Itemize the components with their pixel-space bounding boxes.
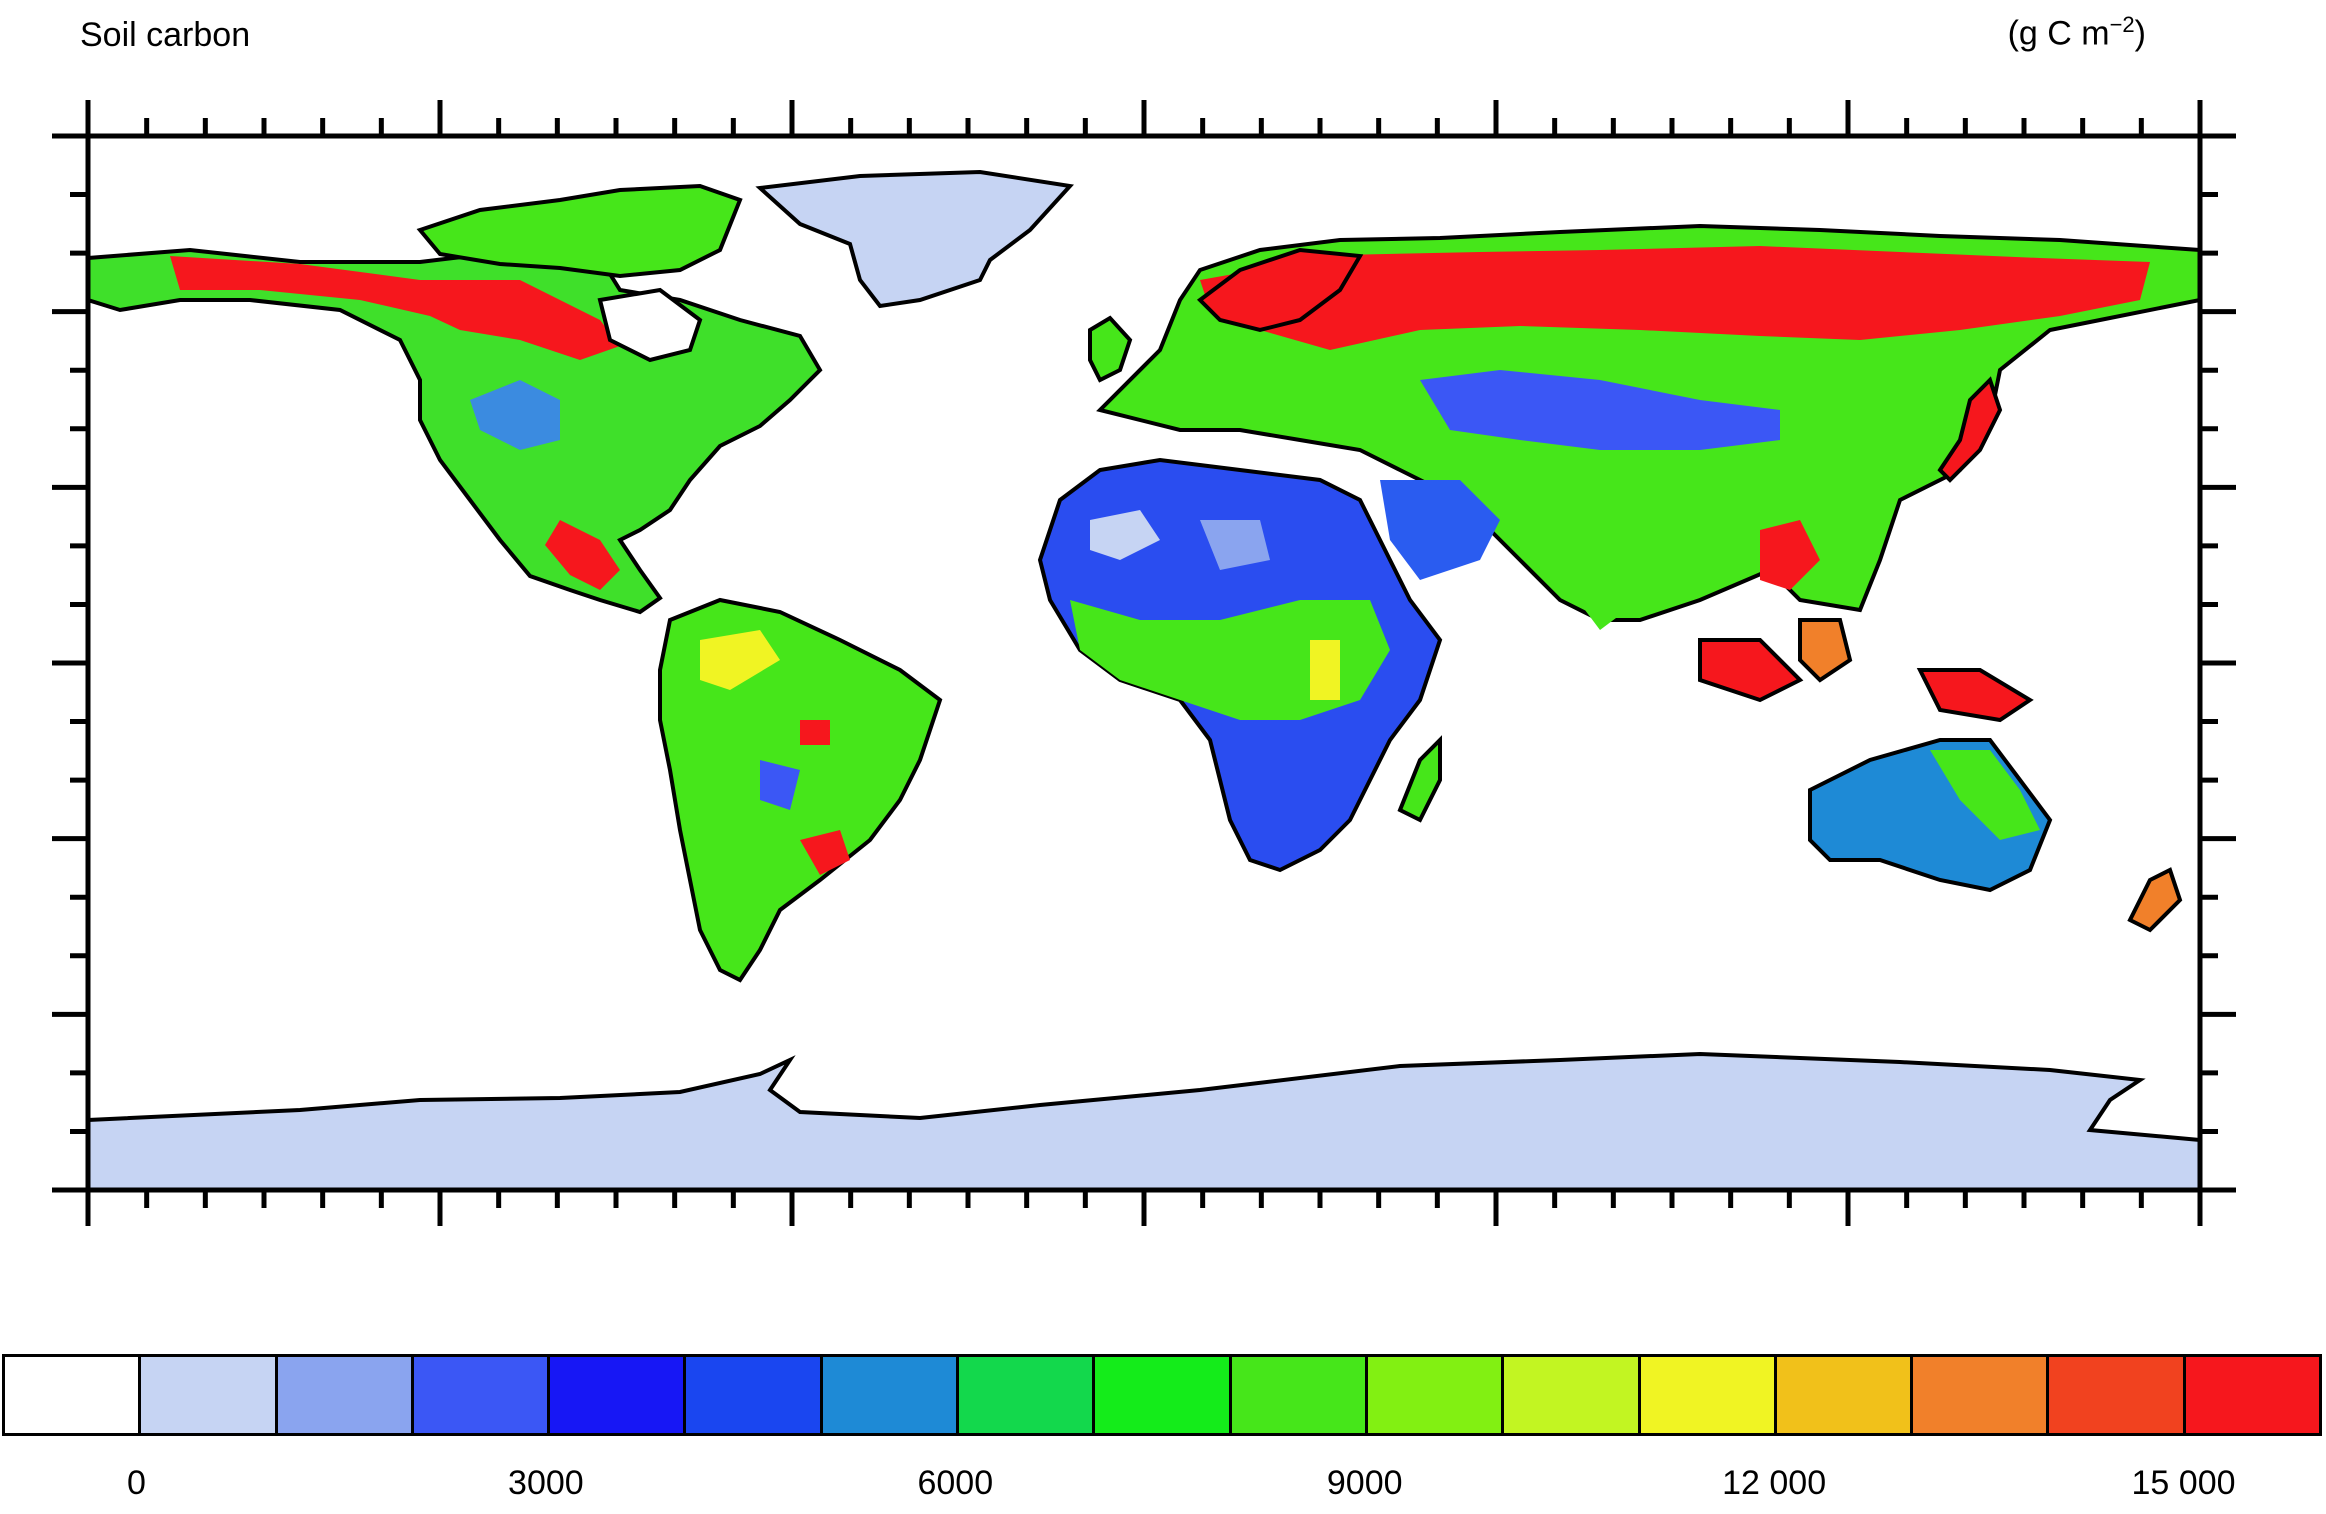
japan xyxy=(1937,376,2003,483)
map-title: Soil carbon xyxy=(80,16,251,54)
colorbar-swatch xyxy=(1910,1354,2050,1436)
new-zealand xyxy=(2127,867,2183,933)
colorbar-tick-labels: 0 3000 6000 9000 12 000 15 000 xyxy=(0,1464,2326,1514)
sa-yellow xyxy=(700,630,780,690)
na-central-blue xyxy=(470,380,560,450)
colorbar-swatch xyxy=(1637,1354,1777,1436)
great-britain xyxy=(1088,315,1133,383)
colorbar-tick-label: 15 000 xyxy=(2131,1464,2236,1502)
colorbar-swatch xyxy=(274,1354,414,1436)
hudson-bay-area xyxy=(597,287,703,363)
arabia-blue xyxy=(1380,480,1500,580)
sa-red-south xyxy=(800,830,850,875)
antarctica xyxy=(88,1051,2200,1190)
colorbar-swatch xyxy=(2,1354,142,1436)
colorbar-swatch xyxy=(683,1354,823,1436)
canadian-arctic-islands xyxy=(416,183,743,279)
colorbar-tick-label: 0 xyxy=(127,1464,146,1502)
sa-red-patch xyxy=(800,720,830,745)
east-africa-yellow xyxy=(1310,640,1340,700)
north-america-boreal xyxy=(170,256,620,360)
units-label: (g C m−2) xyxy=(2007,12,2146,53)
colorbar-swatch xyxy=(1501,1354,1641,1436)
new-guinea xyxy=(1916,668,2034,723)
greenland xyxy=(755,169,1074,309)
se-asia-red xyxy=(1760,520,1820,590)
sa-blue xyxy=(760,760,800,810)
colorbar-tick-label: 9000 xyxy=(1326,1464,1403,1502)
colorbar-swatch xyxy=(1092,1354,1232,1436)
colorbar-swatch xyxy=(547,1354,687,1436)
colorbar-tick-label: 6000 xyxy=(917,1464,994,1502)
siberia-red xyxy=(1200,246,2150,350)
land-layer xyxy=(88,169,2200,1190)
colorbar-tick-label: 12 000 xyxy=(1722,1464,1827,1502)
colorbar-swatch xyxy=(138,1354,278,1436)
sahara-light-2 xyxy=(1200,520,1270,570)
colorbar-swatch xyxy=(410,1354,551,1436)
frame-ticks xyxy=(52,100,2236,1226)
south-america xyxy=(658,597,943,983)
colorbar-swatch xyxy=(956,1354,1096,1436)
scandinavia xyxy=(1196,247,1364,333)
colorbar-swatch xyxy=(1364,1354,1505,1436)
colorbar-swatch xyxy=(2182,1354,2323,1436)
colorbar xyxy=(2,1354,2323,1436)
central-asia-blue xyxy=(1420,370,1780,450)
mexico-red xyxy=(545,520,620,590)
world-map xyxy=(52,100,2236,1226)
colorbar-swatch xyxy=(819,1354,960,1436)
colorbar-tick-label: 3000 xyxy=(508,1464,584,1502)
borneo xyxy=(1798,618,1853,683)
colorbar-swatch xyxy=(1228,1354,1368,1436)
sahara-light xyxy=(1090,510,1160,560)
indonesia xyxy=(1698,638,1804,703)
madagascar xyxy=(1397,735,1442,823)
colorbar-swatch xyxy=(1773,1354,1914,1436)
india-green xyxy=(1560,540,1640,630)
australia-green xyxy=(1930,750,2040,840)
colorbar-swatch xyxy=(2046,1354,2186,1436)
